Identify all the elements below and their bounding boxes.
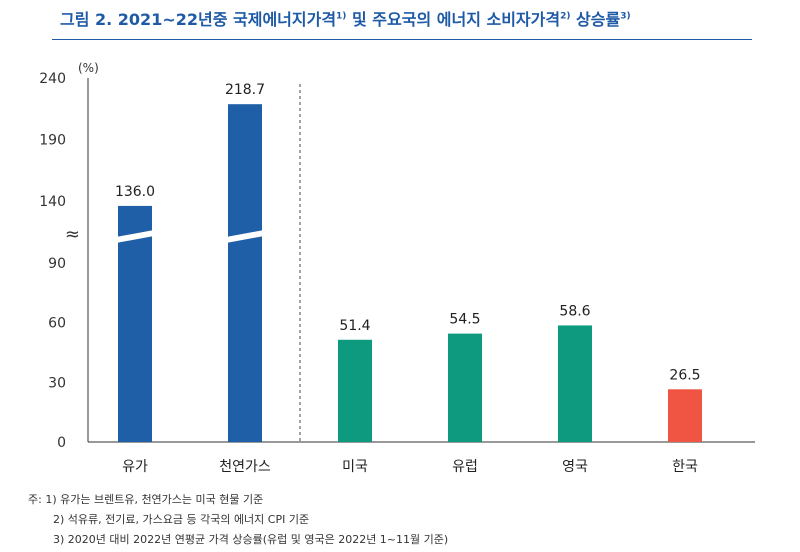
y-unit-label: (%): [78, 61, 99, 75]
footnotes: 주: 1) 유가는 브렌트유, 천연가스는 미국 현물 기준 2) 석유류, 전…: [28, 490, 448, 550]
bar-chart: (%) 0 30 60 90 140 190 240 ≈136.0 유가 218.7 천연가스 51.4…: [39, 61, 755, 475]
title-footnote-2: 2): [560, 11, 571, 22]
y-tick-label: 240: [39, 71, 66, 87]
title-rule: [52, 39, 752, 40]
data-label: 26.5: [669, 367, 700, 383]
footnote-2: 2) 석유류, 전기료, 가스요금 등 각국의 에너지 CPI 기준: [53, 513, 310, 526]
title-footnote-1: 1): [336, 11, 347, 22]
footnote-3: 3) 2020년 대비 2022년 연평균 가격 상승률(유럽 및 영국은 20…: [53, 533, 449, 546]
bar: [448, 333, 482, 442]
data-label: 136.0: [115, 184, 155, 200]
x-tick-label: 유럽: [452, 459, 478, 475]
title-main: 그림 2. 2021~22년중 국제에너지가격: [60, 10, 337, 29]
bar-break-gap: [226, 230, 264, 243]
x-tick-label: 한국: [672, 459, 698, 475]
y-tick-label: 190: [39, 133, 66, 149]
bar: [118, 205, 152, 442]
data-label: 54.5: [449, 312, 480, 328]
x-tick-label: 미국: [342, 459, 368, 475]
data-label: 51.4: [339, 318, 370, 334]
x-tick-label: 영국: [562, 459, 588, 475]
title-mid-2: 상승률: [570, 10, 621, 29]
y-tick-label: 140: [39, 194, 66, 210]
bar: [558, 325, 592, 442]
title-mid-1: 및 주요국의 에너지 소비자가격: [346, 10, 561, 29]
y-tick-label: 0: [57, 435, 66, 451]
footnote-1: 주: 1) 유가는 브렌트유, 천연가스는 미국 현물 기준: [28, 493, 264, 506]
bar: [668, 389, 702, 442]
title-footnote-3: 3): [620, 11, 631, 22]
x-tick-label: 유가: [122, 459, 148, 475]
data-label: 58.6: [559, 303, 590, 319]
bar: [338, 339, 372, 442]
chart-title: 그림 2. 2021~22년중 국제에너지가격1) 및 주요국의 에너지 소비자…: [60, 6, 631, 30]
axis-break-symbol: ≈: [65, 224, 80, 245]
y-tick-label: 60: [48, 316, 66, 332]
y-tick-label: 30: [48, 375, 66, 391]
x-tick-label: 천연가스: [219, 459, 271, 475]
y-tick-label: 90: [48, 256, 66, 272]
data-label: 218.7: [225, 82, 265, 98]
bar: [228, 104, 262, 442]
bar-break-gap: [116, 230, 154, 243]
